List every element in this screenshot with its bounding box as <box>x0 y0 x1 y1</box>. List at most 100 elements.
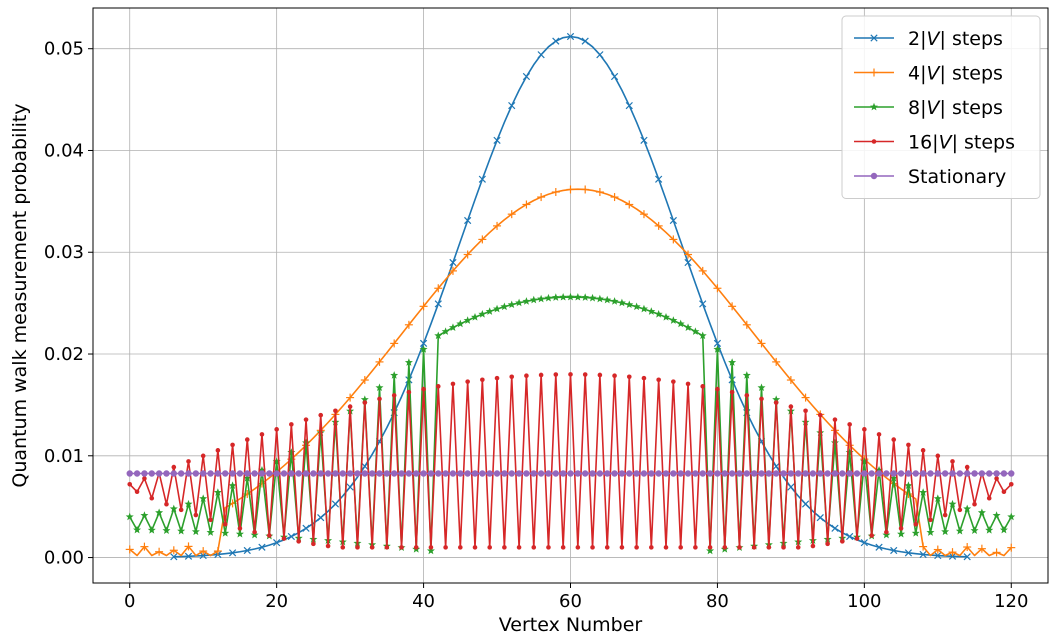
data-point <box>926 528 935 536</box>
data-point <box>904 481 913 490</box>
data-point <box>391 393 397 398</box>
data-point <box>207 470 214 477</box>
data-point <box>619 545 625 550</box>
data-point <box>912 470 919 477</box>
data-point <box>214 470 222 477</box>
data-point <box>522 72 531 81</box>
data-point <box>758 470 765 477</box>
data-point <box>568 372 573 377</box>
data-point <box>369 545 375 550</box>
data-point <box>230 442 235 448</box>
data-point <box>883 470 890 477</box>
y-axis-label: Quantum walk measurement probability <box>9 103 31 487</box>
data-point <box>213 547 222 556</box>
data-point <box>870 68 878 77</box>
data-point <box>803 408 808 414</box>
data-point <box>890 470 897 477</box>
data-point <box>817 412 823 418</box>
data-point <box>434 331 443 340</box>
data-point <box>948 552 957 560</box>
data-point <box>573 292 582 301</box>
data-point <box>428 545 434 550</box>
data-point <box>649 545 654 550</box>
data-point <box>485 307 494 315</box>
data-point <box>906 442 911 448</box>
data-point <box>405 470 413 477</box>
data-point <box>200 453 206 459</box>
data-point <box>493 221 502 230</box>
data-point <box>1000 470 1008 477</box>
data-point <box>553 372 559 377</box>
data-point <box>845 448 854 456</box>
data-point <box>671 379 676 384</box>
data-point <box>846 470 853 477</box>
data-point <box>420 470 427 477</box>
data-point <box>361 470 369 477</box>
data-point <box>574 470 582 477</box>
data-point <box>347 404 353 409</box>
data-point <box>971 470 978 477</box>
data-point <box>404 320 413 329</box>
data-point <box>994 476 999 481</box>
legend-label: 4|V| steps <box>908 63 1003 85</box>
data-point <box>501 470 508 477</box>
data-point <box>509 374 515 380</box>
data-point <box>728 358 737 366</box>
data-point <box>832 417 838 422</box>
data-point <box>986 495 992 501</box>
data-point <box>854 536 860 541</box>
data-point <box>669 235 678 244</box>
data-point <box>670 470 677 477</box>
data-point <box>243 473 252 482</box>
data-point <box>648 470 655 477</box>
data-point <box>399 545 404 550</box>
data-point <box>1008 470 1015 477</box>
data-point <box>904 490 913 499</box>
data-point <box>515 470 523 477</box>
data-point <box>871 139 877 144</box>
data-point <box>228 549 237 557</box>
data-point <box>302 470 310 477</box>
data-point <box>963 543 972 552</box>
data-point <box>133 525 142 534</box>
data-point <box>530 470 537 477</box>
data-point <box>897 470 905 477</box>
data-point <box>603 295 612 304</box>
data-point <box>904 549 913 557</box>
data-point <box>155 470 163 477</box>
data-point <box>625 300 634 309</box>
data-point <box>963 553 971 561</box>
data-point <box>729 389 735 395</box>
data-point <box>714 470 721 477</box>
legend-label: 8|V| steps <box>908 97 1003 119</box>
data-point <box>596 51 604 59</box>
data-point <box>287 448 296 456</box>
data-point <box>155 508 164 517</box>
data-point <box>669 316 678 324</box>
data-point <box>699 470 706 477</box>
data-point <box>494 375 500 381</box>
data-point <box>825 541 830 547</box>
data-point <box>419 302 428 311</box>
data-point <box>692 470 699 477</box>
legend-label-part: 16| <box>908 132 939 154</box>
data-point <box>465 379 470 384</box>
data-point <box>870 102 878 111</box>
data-point <box>250 530 259 539</box>
data-point <box>919 550 927 559</box>
grid <box>93 8 1048 583</box>
data-point <box>478 235 487 244</box>
data-point <box>310 470 317 477</box>
data-point <box>632 302 641 311</box>
data-point <box>126 470 133 477</box>
series-0 <box>170 32 971 561</box>
data-point <box>274 427 279 432</box>
data-point <box>816 514 824 522</box>
data-point <box>355 545 360 550</box>
data-point <box>610 193 619 202</box>
data-point <box>882 530 891 539</box>
data-point <box>441 327 450 335</box>
data-point <box>870 172 878 180</box>
data-point <box>772 357 781 366</box>
data-point <box>266 470 273 477</box>
